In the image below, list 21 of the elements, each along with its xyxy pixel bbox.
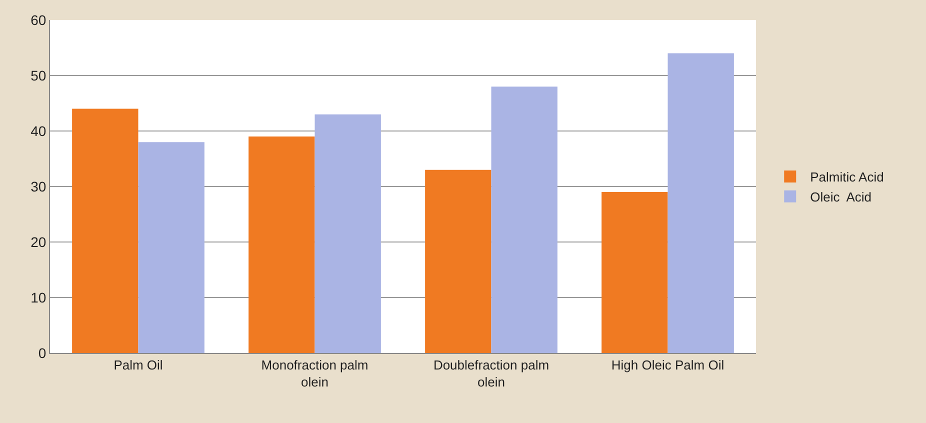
- bar: [668, 53, 734, 353]
- bar: [314, 114, 381, 353]
- y-tick-label: 0: [38, 344, 46, 361]
- bar: [602, 192, 668, 353]
- bar: [72, 108, 138, 353]
- y-tick-label: 30: [30, 178, 46, 194]
- x-tick-label: High Oleic Palm Oil: [611, 358, 724, 373]
- y-tick-label: 20: [30, 234, 46, 250]
- y-tick-label: 40: [30, 122, 46, 139]
- bar: [491, 86, 558, 353]
- x-tick-label: Monofraction palm olein: [261, 358, 368, 390]
- y-tick-label: 50: [30, 67, 46, 84]
- bar: [248, 136, 315, 353]
- x-tick-label: Palm Oil: [114, 358, 163, 373]
- y-tick-label: 10: [30, 289, 46, 306]
- legend-label: Palmitic Acid: [810, 170, 884, 185]
- bar: [138, 142, 204, 353]
- legend-label: Oleic Acid: [810, 189, 872, 204]
- bar: [425, 170, 492, 353]
- x-tick-label: Doublefraction palm olein: [433, 358, 550, 390]
- y-tick-label: 60: [30, 12, 46, 28]
